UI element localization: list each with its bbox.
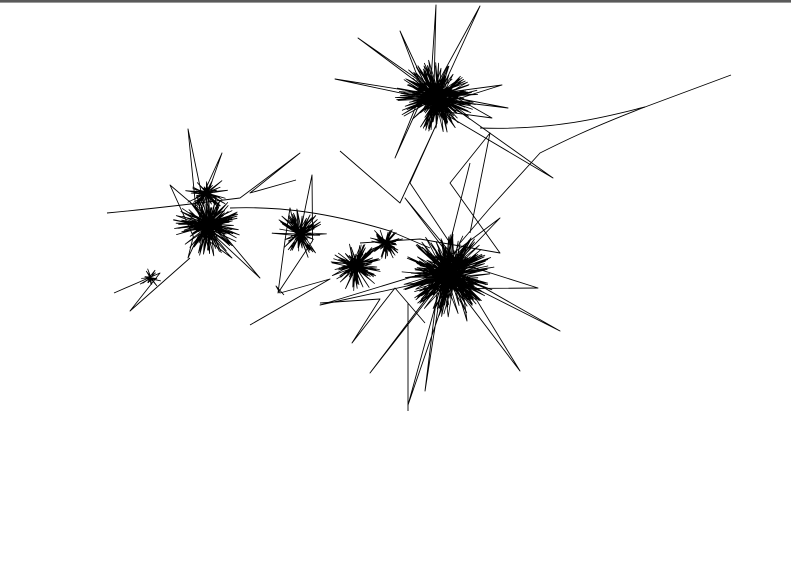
cluster-top-spikes: [334, 4, 554, 179]
connector-mid: [229, 207, 431, 249]
cluster-lower-right: [401, 231, 495, 318]
connector-right-back: [459, 106, 646, 244]
cluster-center-left-spikes: [277, 174, 314, 294]
connector-lower: [319, 287, 426, 344]
cluster-lower-right-spikes: [319, 197, 561, 406]
cluster-center-left: [271, 208, 327, 258]
drawing-canvas[interactable]: [0, 3, 791, 579]
cluster-top: [394, 59, 479, 133]
cluster-left-spikes: [169, 128, 261, 279]
connector-far-left: [113, 257, 191, 312]
connector-top-to-bottom: [339, 122, 471, 244]
cluster-middle-small: [370, 229, 403, 260]
connector-left-top: [106, 152, 301, 214]
cluster-middle: [330, 243, 381, 291]
window-top-border: [0, 0, 791, 3]
connector-cross: [359, 132, 501, 254]
line-drawing: [106, 4, 732, 411]
scribble-strokes: [106, 4, 732, 411]
connector-bottom-left: [249, 278, 331, 326]
connector-right-long: [479, 74, 732, 129]
